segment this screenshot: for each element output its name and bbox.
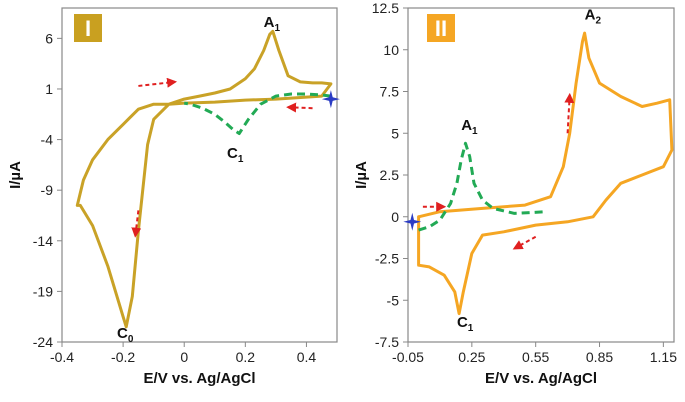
plot-frame [61, 7, 338, 343]
y-tick-label: -4 [41, 132, 54, 148]
peak-label: C1 [227, 145, 244, 165]
y-tick-label: 7.5 [380, 84, 400, 100]
series-solid-line [417, 31, 674, 316]
y-tick-label: -2.5 [375, 251, 399, 267]
peak-subscript: 1 [468, 323, 474, 334]
peak-letter: C [227, 145, 238, 162]
direction-arrow [512, 235, 537, 250]
y-tick-label: -5 [387, 292, 400, 308]
start-marker-star [403, 212, 422, 231]
panel-badge-label: I [85, 16, 91, 41]
y-tick-label: 2.5 [380, 167, 400, 183]
panel-II: 12.5 10 7.5 5 2.5 0 -2.5 -5 -7.5-0.05 0.25 0.55 0.8… [353, 0, 677, 387]
x-tick-label: 0 [180, 349, 188, 365]
series-dashed-line [418, 141, 547, 232]
series-dashed-line [183, 92, 332, 135]
peak-subscript: 1 [238, 154, 244, 165]
peak-subscript: 0 [128, 334, 134, 345]
series-solid-line [75, 29, 333, 329]
x-tick-label: -0.05 [392, 349, 424, 365]
plot-frame [407, 7, 675, 343]
direction-arrow [131, 210, 142, 238]
peak-subscript: 2 [595, 16, 601, 27]
y-tick-label: -7.5 [375, 334, 399, 350]
y-tick-label: -14 [33, 233, 53, 249]
y-tick-label: -9 [41, 182, 54, 198]
x-tick-label: 0.4 [297, 349, 317, 365]
start-marker-star [321, 90, 340, 109]
y-tick-label: 5 [391, 125, 399, 141]
x-tick-label: 1.15 [650, 349, 677, 365]
y-tick-label: 6 [45, 30, 53, 46]
x-axis-label: E/V vs. Ag/AgCl [485, 370, 597, 387]
y-tick-label: 12.5 [372, 0, 399, 16]
peak-label: A2 [585, 7, 602, 27]
peak-label: C1 [457, 314, 474, 334]
y-tick-label: -19 [33, 283, 53, 299]
x-tick-label: -0.4 [50, 349, 74, 365]
peak-letter: C [457, 314, 468, 331]
x-axis-label: E/V vs. Ag/AgCl [144, 370, 256, 387]
peak-letter: A [264, 14, 275, 31]
y-axis-label: I/µA [353, 161, 370, 189]
peak-label: A1 [461, 117, 478, 137]
panel-I: 6 1 -4 -9 -14 -19 -24-0.4 -0.2 0 0.2 0.4 E/V vs. Ag… [7, 7, 340, 387]
panel-badge [74, 14, 102, 42]
panel-badge-label: II [435, 16, 447, 41]
direction-arrow [286, 102, 313, 113]
peak-subscript: 1 [275, 23, 281, 34]
y-tick-label: 0 [391, 209, 399, 225]
y-tick-label: 10 [383, 42, 399, 58]
direction-arrow [138, 77, 178, 88]
x-tick-label: 0.85 [586, 349, 613, 365]
x-tick-label: -0.2 [111, 349, 135, 365]
peak-label: A1 [264, 14, 281, 34]
x-tick-label: 0.2 [236, 349, 256, 365]
y-axis-label: I/µA [7, 161, 24, 189]
x-tick-label: 0.55 [522, 349, 549, 365]
panel-badge [427, 14, 455, 42]
peak-label: C0 [117, 325, 134, 345]
y-tick-label: -24 [33, 334, 53, 350]
peak-subscript: 1 [472, 126, 478, 137]
y-tick-label: 1 [45, 81, 53, 97]
peak-letter: A [585, 7, 596, 24]
x-tick-label: 0.25 [458, 349, 485, 365]
peak-letter: C [117, 325, 128, 342]
peak-letter: A [461, 117, 472, 134]
